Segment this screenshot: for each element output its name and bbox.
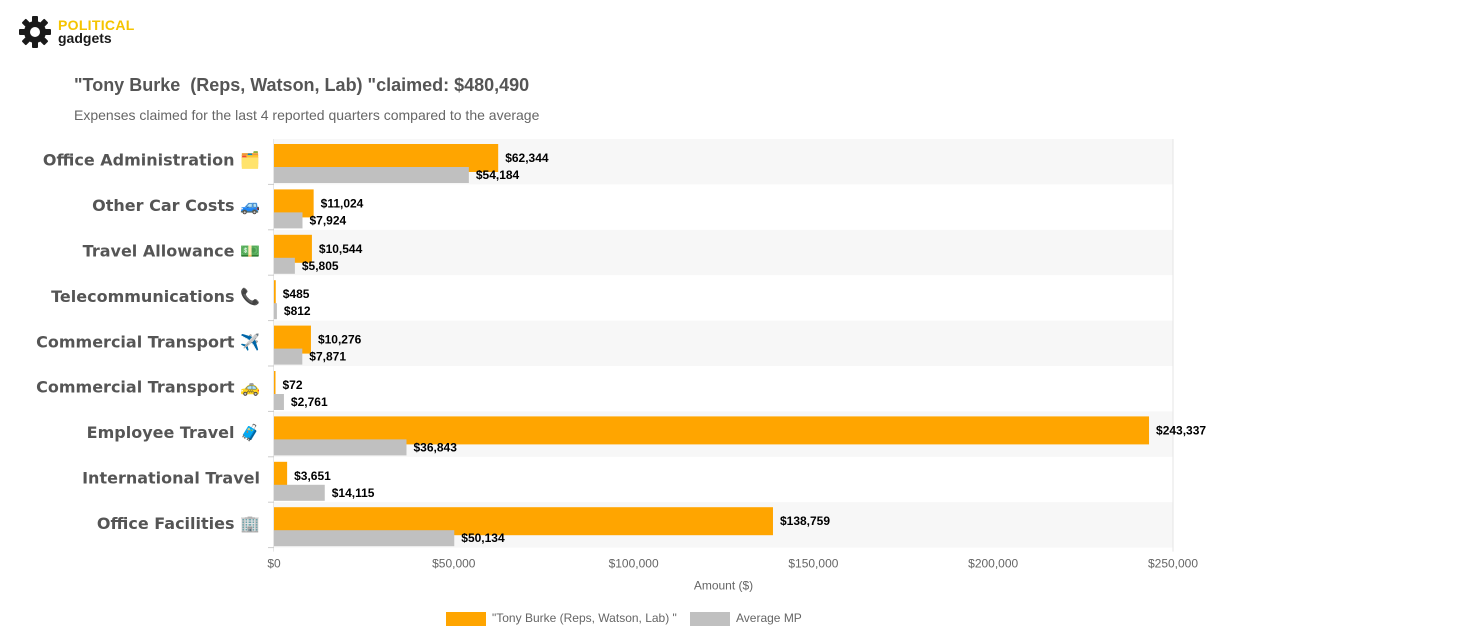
legend-label-average-mp: Average MP — [736, 611, 802, 625]
category-label: Telecommunications 📞 — [51, 286, 260, 306]
category-label: Travel Allowance 💵 — [83, 242, 260, 261]
bar-average-mp — [274, 257, 295, 274]
gear-icon — [19, 16, 51, 48]
x-tick-label: $0 — [267, 557, 281, 571]
category-label: Commercial Transport 🚕 — [36, 378, 260, 397]
data-label: $138,759 — [780, 514, 830, 528]
category-label: Other Car Costs 🚙 — [92, 196, 260, 215]
x-tick-label: $50,000 — [432, 557, 476, 571]
bar-average-mp — [274, 348, 303, 365]
bar-average-mp — [274, 394, 284, 410]
category-label: Office Facilities 🏢 — [97, 514, 260, 533]
bar-average-mp — [274, 303, 277, 320]
data-label: $50,134 — [461, 531, 505, 545]
x-axis-title: Amount ($) — [694, 579, 753, 593]
data-label: $7,871 — [309, 350, 346, 364]
data-label: $5,805 — [302, 259, 339, 273]
category-label: Commercial Transport ✈️ — [36, 332, 260, 351]
bar-average-mp — [274, 212, 303, 229]
category-label: International Travel — [82, 469, 260, 488]
category-label: Office Administration 🗂️ — [43, 151, 260, 170]
data-label: $485 — [283, 287, 310, 301]
data-label: $3,651 — [294, 469, 331, 483]
political-gadgets-logo[interactable]: POLITICAL gadgets — [18, 15, 135, 49]
bar-tony-burke — [274, 371, 276, 399]
bar-tony-burke — [274, 416, 1150, 445]
data-label: $11,024 — [321, 196, 364, 210]
data-label: $7,924 — [309, 213, 346, 227]
legend-swatch-tony-burke — [446, 612, 486, 626]
bar-average-mp — [274, 530, 455, 547]
bar-tony-burke — [274, 461, 288, 490]
data-label: $72 — [283, 378, 303, 392]
chart-subtitle: Expenses claimed for the last 4 reported… — [74, 107, 540, 123]
data-label: $812 — [284, 304, 311, 318]
data-label: $62,344 — [505, 151, 549, 165]
x-tick-label: $150,000 — [788, 557, 838, 571]
category-label: Employee Travel 🧳 — [87, 423, 260, 442]
legend-label-tony-burke: "Tony Burke (Reps, Watson, Lab) " — [492, 611, 677, 625]
data-label: $2,761 — [291, 395, 328, 409]
data-label: $54,184 — [476, 168, 520, 182]
row-band — [274, 229, 1173, 276]
data-label: $243,337 — [1156, 423, 1206, 437]
bar-average-mp — [274, 167, 469, 183]
x-tick-label: $250,000 — [1148, 557, 1198, 571]
x-tick-label: $100,000 — [609, 557, 659, 571]
bar-average-mp — [274, 439, 407, 456]
data-label: $36,843 — [413, 440, 457, 454]
bar-average-mp — [274, 484, 325, 501]
data-label: $10,276 — [318, 333, 362, 347]
logo-text-political: POLITICAL — [58, 17, 135, 33]
bar-tony-burke — [274, 280, 276, 309]
logo-text-gadgets: gadgets — [58, 30, 112, 46]
data-label: $14,115 — [332, 486, 375, 500]
data-label: $10,544 — [319, 242, 363, 256]
legend-swatch-average-mp — [690, 612, 730, 626]
chart-title: "Tony Burke (Reps, Watson, Lab) "claimed… — [74, 75, 530, 95]
x-tick-label: $200,000 — [968, 557, 1018, 571]
row-band — [274, 320, 1173, 366]
